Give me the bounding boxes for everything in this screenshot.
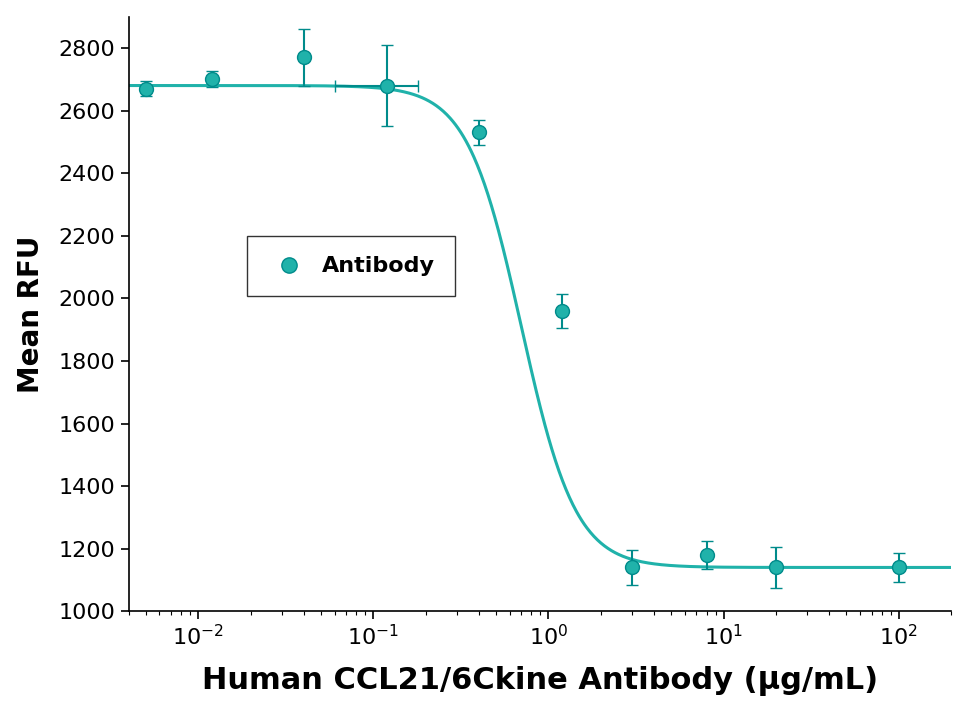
Y-axis label: Mean RFU: Mean RFU xyxy=(16,235,45,393)
Legend: Antibody: Antibody xyxy=(247,237,455,297)
X-axis label: Human CCL21/6Ckine Antibody (μg/mL): Human CCL21/6Ckine Antibody (μg/mL) xyxy=(202,667,878,697)
